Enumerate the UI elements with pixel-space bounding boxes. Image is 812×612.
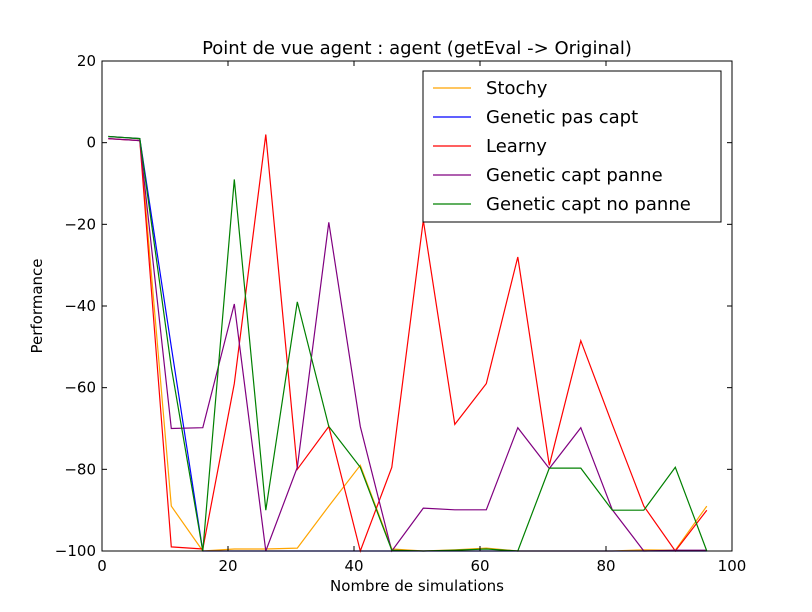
legend-label-4: Genetic capt no panne: [486, 194, 691, 215]
plot-frame: [101, 60, 733, 552]
y-tick-label: −20: [64, 215, 96, 233]
legend-label-1: Genetic pas capt: [486, 107, 638, 128]
legend-box: [422, 70, 722, 223]
x-axis-title: Nombre de simulations: [330, 577, 504, 595]
y-tick-label: −40: [64, 297, 96, 315]
y-tick-label: 0: [86, 134, 96, 152]
legend: Stochy Genetic pas capt Learny Genetic capt…: [422, 70, 722, 223]
x-tick-label: 20: [218, 557, 237, 575]
x-tick-label: 40: [344, 557, 363, 575]
y-tick-label: −60: [64, 379, 96, 397]
x-tick-label: 0: [97, 557, 107, 575]
legend-label-0: Stochy: [486, 78, 548, 99]
legend-label-2: Learny: [486, 136, 547, 157]
y-tick-label: −100: [55, 542, 96, 560]
y-tick-label: 20: [77, 52, 96, 70]
y-tick-label: −80: [64, 460, 96, 478]
y-axis-title: Performance: [28, 258, 46, 353]
series-line-2: [108, 134, 708, 554]
legend-label-3: Genetic capt panne: [486, 165, 663, 186]
axis-ticks: 0 20 40 60 80 100 20 0 −20 −40 −60 −80 −100: [55, 52, 747, 575]
x-tick-label: 60: [470, 557, 489, 575]
series-line-3: [108, 138, 707, 553]
x-tick-label: 100: [718, 557, 747, 575]
x-tick-label: 80: [596, 557, 615, 575]
chart-title: Point de vue agent : agent (getEval -> O…: [202, 38, 632, 59]
